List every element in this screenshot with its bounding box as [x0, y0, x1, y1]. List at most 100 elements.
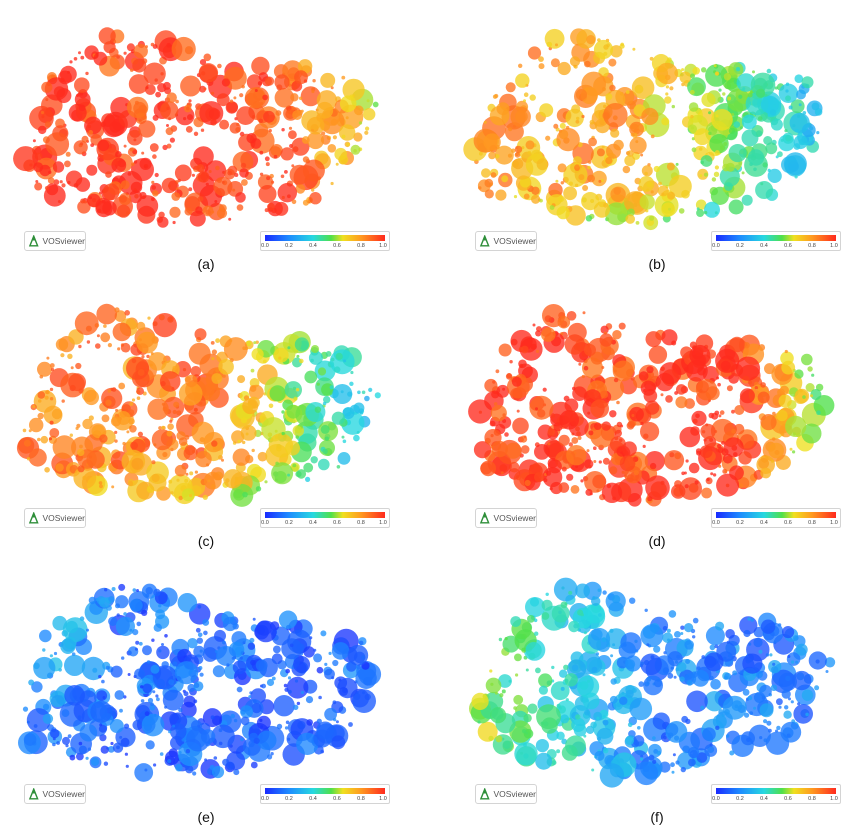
node-bubble: [105, 171, 112, 178]
node-bubble: [158, 426, 163, 430]
node-bubble: [295, 435, 300, 439]
node-bubble: [221, 78, 230, 87]
node-bubble: [22, 706, 29, 712]
node-bubble: [60, 77, 65, 83]
node-bubble: [42, 648, 46, 652]
node-bubble: [727, 96, 732, 101]
node-bubble: [219, 119, 230, 130]
node-bubble: [609, 84, 616, 92]
node-bubble: [80, 198, 86, 204]
node-bubble: [728, 127, 735, 134]
node-bubble: [708, 111, 712, 115]
node-bubble: [640, 422, 660, 442]
node-bubble: [565, 698, 569, 702]
node-bubble: [808, 651, 827, 670]
node-bubble: [61, 183, 66, 188]
node-bubble: [127, 129, 143, 146]
node-bubble: [90, 757, 100, 766]
node-bubble: [199, 85, 207, 93]
map-panel-b: VOSviewer 0.0 0.2 0.4 0.6 0.8 1.0 (b): [457, 10, 850, 280]
node-bubble: [680, 625, 685, 630]
node-bubble: [660, 393, 664, 397]
node-bubble: [230, 713, 236, 719]
node-bubble: [225, 478, 230, 483]
node-bubble: [364, 130, 369, 135]
color-legend: 0.0 0.2 0.4 0.6 0.8 1.0: [260, 784, 390, 804]
node-bubble: [324, 662, 328, 666]
node-bubble: [513, 706, 517, 710]
node-bubble: [321, 383, 334, 396]
node-bubble: [335, 162, 339, 166]
node-bubble: [729, 750, 735, 756]
node-bubble: [145, 86, 149, 90]
node-bubble: [173, 401, 180, 408]
node-bubble: [250, 659, 256, 666]
node-bubble: [213, 176, 233, 197]
node-bubble: [718, 464, 722, 468]
node-bubble: [684, 640, 694, 650]
node-bubble: [566, 311, 577, 321]
node-bubble: [755, 130, 763, 137]
node-bubble: [645, 400, 660, 415]
node-bubble: [293, 656, 311, 673]
node-bubble: [211, 440, 218, 447]
node-bubble: [754, 386, 758, 390]
tick-label: 0.0: [712, 243, 720, 249]
node-bubble: [584, 344, 596, 356]
node-bubble: [535, 667, 541, 674]
tick-label: 0.8: [808, 243, 816, 249]
node-bubble: [673, 675, 677, 679]
node-bubble: [112, 322, 132, 342]
node-bubble: [226, 101, 238, 113]
node-bubble: [183, 691, 189, 697]
node-bubble: [293, 396, 298, 401]
node-bubble: [488, 151, 496, 160]
node-bubble: [87, 193, 101, 208]
node-bubble: [795, 643, 808, 656]
node-bubble: [78, 741, 83, 746]
node-bubble: [250, 761, 258, 769]
node-bubble: [514, 152, 521, 158]
node-bubble: [65, 744, 69, 748]
node-bubble: [62, 617, 88, 643]
node-bubble: [114, 690, 125, 700]
node-bubble: [341, 75, 346, 80]
node-bubble: [147, 398, 169, 420]
map-panel-f: VOSviewer 0.0 0.2 0.4 0.6 0.8 1.0 (f): [457, 563, 850, 833]
node-bubble: [473, 441, 492, 459]
node-bubble: [236, 686, 243, 693]
node-bubble: [110, 741, 114, 746]
node-bubble: [249, 385, 257, 392]
vosviewer-logo: VOSviewer: [475, 784, 537, 804]
node-bubble: [699, 445, 713, 459]
node-bubble: [145, 740, 155, 750]
panel-caption: (d): [648, 533, 666, 549]
node-bubble: [724, 82, 732, 90]
node-bubble: [653, 165, 660, 173]
node-bubble: [656, 62, 678, 85]
node-bubble: [575, 89, 587, 101]
node-bubble: [589, 119, 595, 125]
node-bubble: [284, 726, 289, 730]
node-bubble: [104, 588, 108, 592]
node-bubble: [771, 459, 774, 463]
node-bubble: [529, 94, 536, 101]
node-bubble: [785, 415, 807, 437]
node-bubble: [292, 463, 297, 468]
node-bubble: [638, 681, 644, 687]
node-bubble: [141, 151, 145, 155]
node-bubble: [532, 323, 536, 327]
node-bubble: [692, 67, 700, 75]
node-bubble: [648, 754, 655, 761]
node-bubble: [251, 448, 255, 453]
node-bubble: [305, 402, 326, 422]
node-bubble: [178, 382, 203, 406]
node-bubble: [85, 71, 89, 76]
node-bubble: [638, 176, 655, 192]
node-bubble: [73, 140, 88, 155]
node-bubble: [286, 404, 301, 419]
node-bubble: [646, 366, 654, 374]
node-bubble: [75, 362, 82, 370]
node-bubble: [55, 463, 64, 472]
node-bubble: [516, 409, 520, 413]
